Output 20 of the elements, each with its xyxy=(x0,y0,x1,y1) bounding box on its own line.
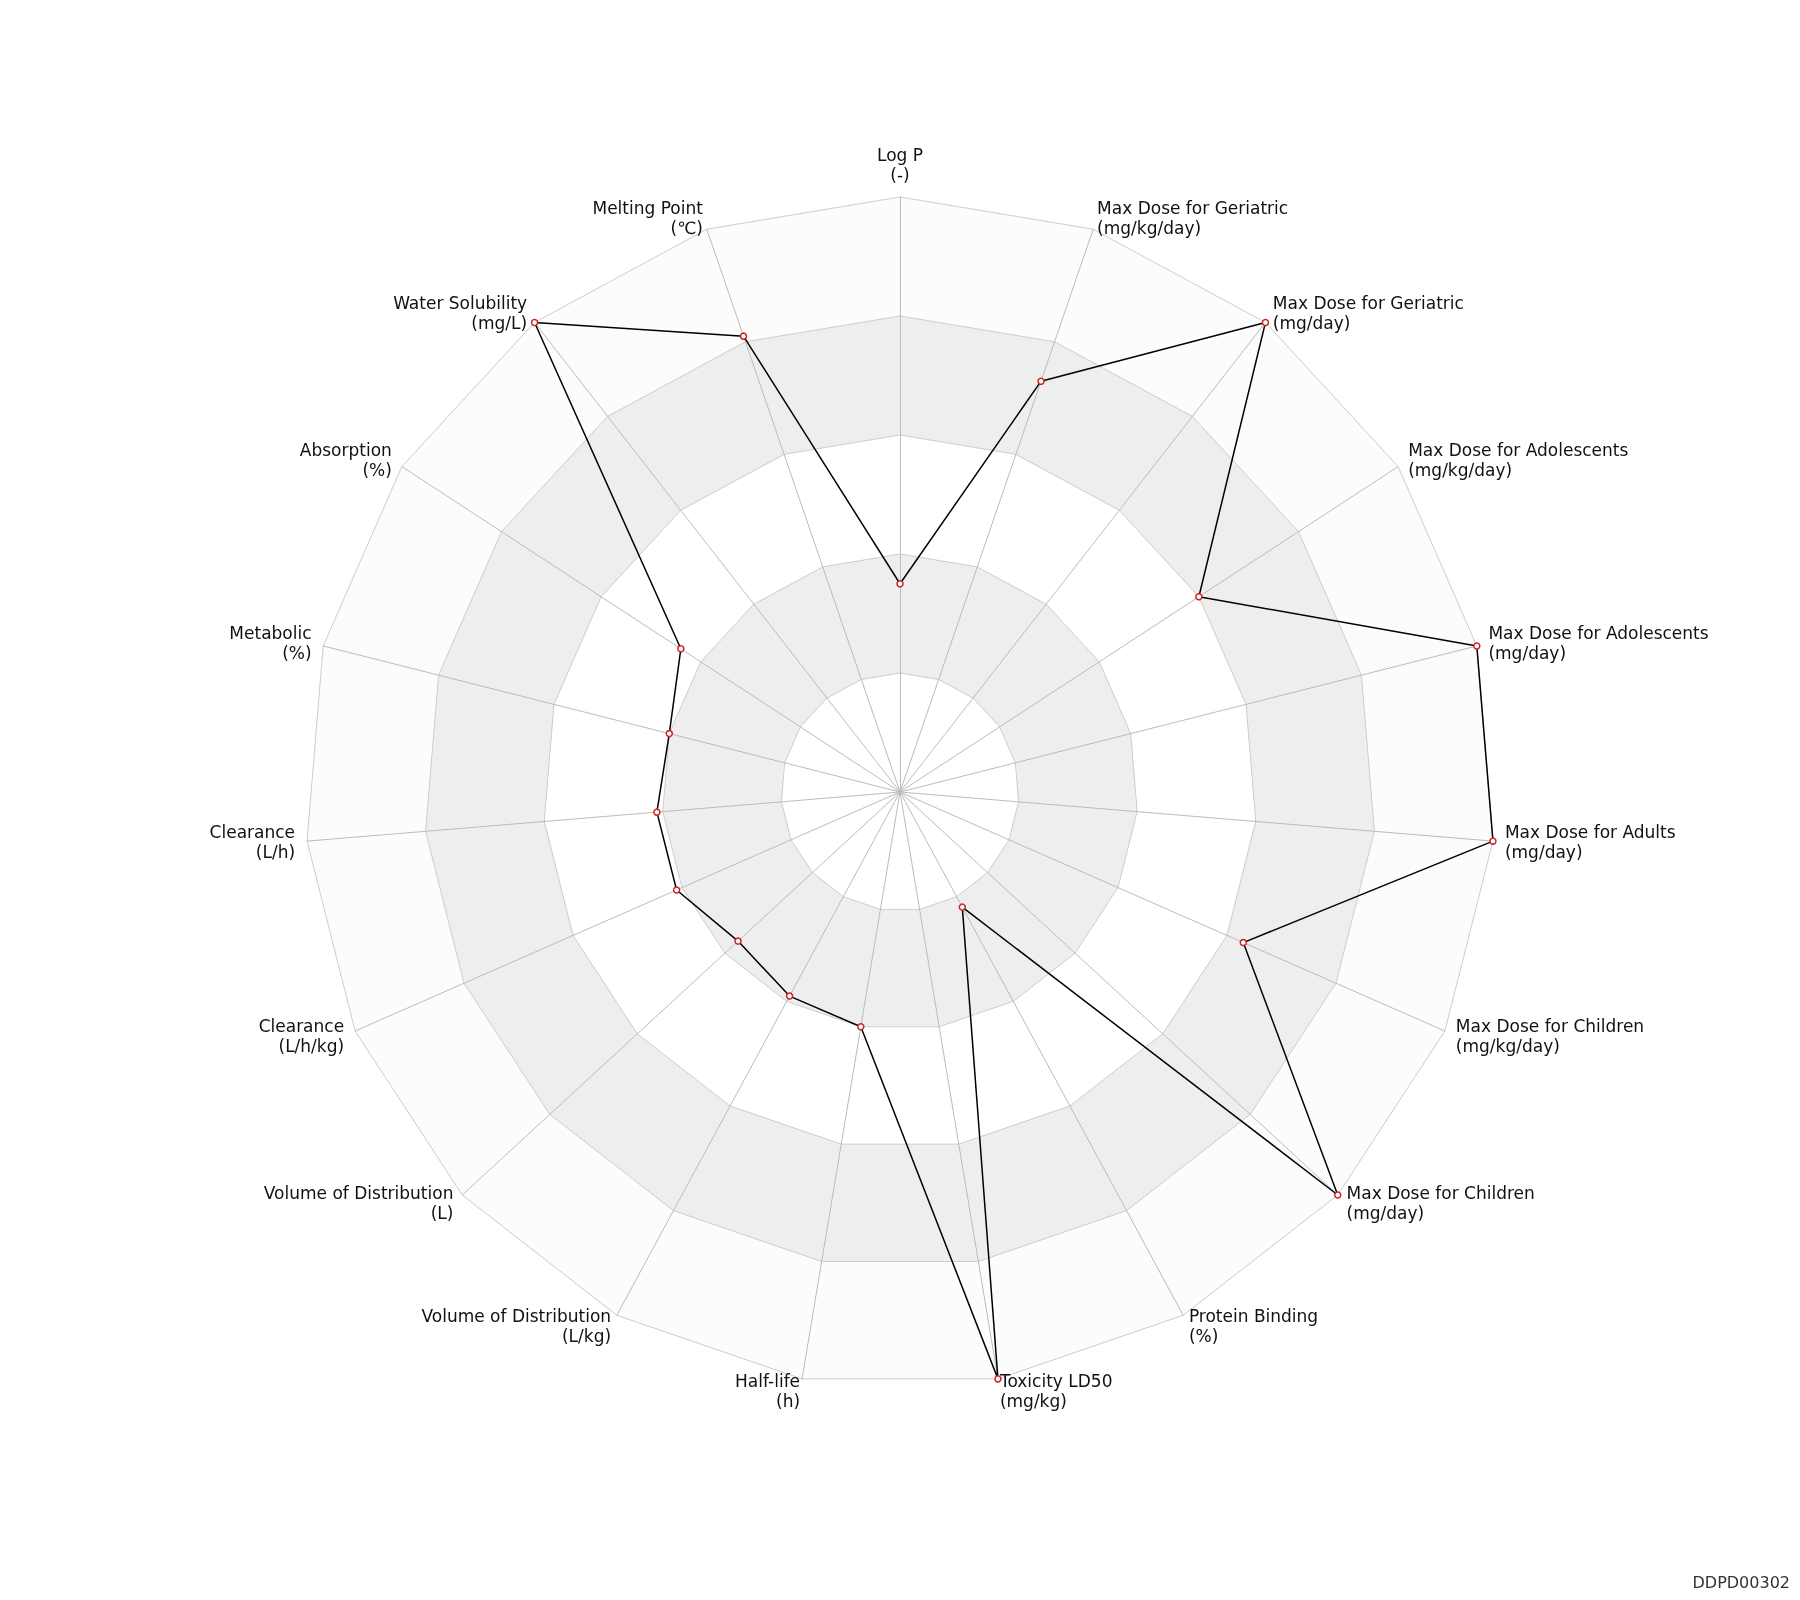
spoke-label: Max Dose for Children (mg/kg/day) xyxy=(1455,1015,1645,1056)
spoke-label: Protein Binding (%) xyxy=(1188,1305,1319,1346)
spoke-label: Half-life (h) xyxy=(735,1370,801,1411)
spoke-label: Water Solubility (mg/L) xyxy=(393,292,528,333)
spoke-label: Clearance (L/h/kg) xyxy=(258,1015,345,1056)
spoke-label: Melting Point (℃) xyxy=(592,197,704,238)
spoke-label: Absorption (%) xyxy=(299,440,392,480)
spoke-label: Clearance (L/h) xyxy=(209,822,296,863)
spoke-label: Volume of Distribution (L) xyxy=(263,1183,454,1224)
text: DDPD00302 xyxy=(1692,1572,1791,1592)
spoke-label: Max Dose for Adolescents (mg/kg/day) xyxy=(1408,440,1629,480)
spoke-label: Max Dose for Children (mg/day) xyxy=(1346,1183,1535,1224)
spoke-label: Max Dose for Geriatric (mg/kg/day) xyxy=(1097,197,1289,238)
spoke-label: Max Dose for Adults (mg/day) xyxy=(1504,822,1676,863)
spoke-label: Log P (-) xyxy=(876,145,924,185)
spoke-label: Toxicity LD50 (mg/kg) xyxy=(998,1370,1113,1411)
spoke-label: Metabolic (%) xyxy=(229,622,312,663)
spoke-label: Volume of Distribution (L/kg) xyxy=(421,1305,612,1346)
spoke-label: Max Dose for Geriatric (mg/day) xyxy=(1272,292,1464,333)
spoke-label: Max Dose for Adolescents (mg/day) xyxy=(1488,622,1709,663)
